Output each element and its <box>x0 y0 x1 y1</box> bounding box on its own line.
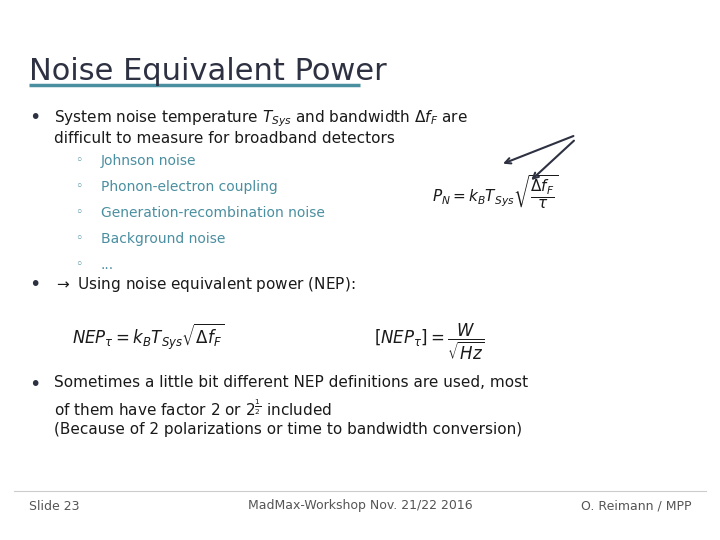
Text: Noise Equivalent Power: Noise Equivalent Power <box>29 57 387 86</box>
Text: •: • <box>29 275 40 294</box>
Text: ◦: ◦ <box>76 206 83 219</box>
Text: of them have factor 2 or $2^{\frac{1}{2}}$ included: of them have factor 2 or $2^{\frac{1}{2}… <box>54 399 332 420</box>
Text: (Because of 2 polarizations or time to bandwidth conversion): (Because of 2 polarizations or time to b… <box>54 422 522 437</box>
Text: MadMax-Workshop Nov. 21/22 2016: MadMax-Workshop Nov. 21/22 2016 <box>248 500 472 512</box>
Text: •: • <box>29 108 40 127</box>
Text: ◦: ◦ <box>76 154 83 167</box>
Text: O. Reimann / MPP: O. Reimann / MPP <box>581 500 691 512</box>
Text: ◦: ◦ <box>76 232 83 245</box>
Text: $[NEP_\tau] = \dfrac{W}{\sqrt{Hz}}$: $[NEP_\tau] = \dfrac{W}{\sqrt{Hz}}$ <box>374 321 485 362</box>
Text: Slide 23: Slide 23 <box>29 500 79 512</box>
Text: System noise temperature $T_{Sys}$ and bandwidth $\Delta f_F$ are: System noise temperature $T_{Sys}$ and b… <box>54 108 468 129</box>
Text: $P_N = k_B T_{Sys}\sqrt{\dfrac{\Delta f_F}{\tau}}$: $P_N = k_B T_{Sys}\sqrt{\dfrac{\Delta f_… <box>432 173 559 210</box>
Text: ◦: ◦ <box>76 180 83 193</box>
Text: $\rightarrow$ Using noise equivalent power (NEP):: $\rightarrow$ Using noise equivalent pow… <box>54 275 356 294</box>
Text: ...: ... <box>101 258 114 272</box>
Text: difficult to measure for broadband detectors: difficult to measure for broadband detec… <box>54 131 395 146</box>
Text: ◦: ◦ <box>76 258 83 271</box>
Text: Background noise: Background noise <box>101 232 225 246</box>
Text: •: • <box>29 375 40 394</box>
Text: Generation-recombination noise: Generation-recombination noise <box>101 206 325 220</box>
Text: Johnson noise: Johnson noise <box>101 154 197 168</box>
Text: Sometimes a little bit different NEP definitions are used, most: Sometimes a little bit different NEP def… <box>54 375 528 390</box>
Text: $NEP_\tau = k_B T_{Sys} \sqrt{\Delta f_F}$: $NEP_\tau = k_B T_{Sys} \sqrt{\Delta f_F… <box>72 321 225 352</box>
Text: Phonon-electron coupling: Phonon-electron coupling <box>101 180 277 194</box>
